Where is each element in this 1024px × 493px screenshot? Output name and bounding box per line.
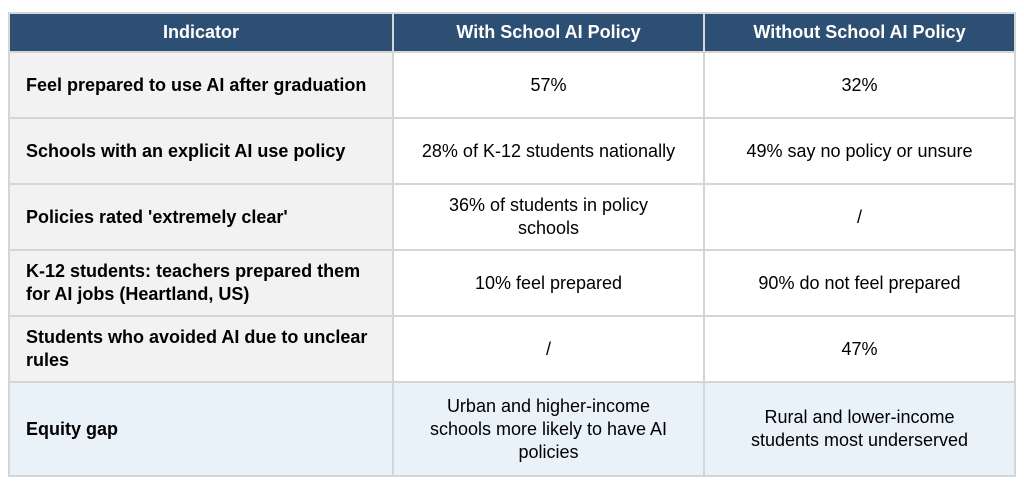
ai-policy-comparison-table: Indicator With School AI Policy Without … (8, 12, 1016, 477)
table-row: K-12 students: teachers prepared them fo… (10, 251, 1014, 315)
with-policy-cell: 10% feel prepared (394, 251, 703, 315)
indicator-cell: K-12 students: teachers prepared them fo… (10, 251, 392, 315)
with-policy-cell: Urban and higher-income schools more lik… (394, 383, 703, 475)
header-row: Indicator With School AI Policy Without … (10, 14, 1014, 51)
indicator-cell: Schools with an explicit AI use policy (10, 119, 392, 183)
without-policy-cell: Rural and lower-income students most und… (705, 383, 1014, 475)
indicator-cell: Policies rated 'extremely clear' (10, 185, 392, 249)
table-row: Schools with an explicit AI use policy 2… (10, 119, 1014, 183)
indicator-cell: Students who avoided AI due to unclear r… (10, 317, 392, 381)
table-row: Students who avoided AI due to unclear r… (10, 317, 1014, 381)
table-row: Feel prepared to use AI after graduation… (10, 53, 1014, 117)
stats-table: Indicator With School AI Policy Without … (8, 12, 1016, 477)
with-policy-cell: 36% of students in policy schools (394, 185, 703, 249)
without-policy-cell: 90% do not feel prepared (705, 251, 1014, 315)
with-policy-cell: / (394, 317, 703, 381)
column-header-without-policy: Without School AI Policy (705, 14, 1014, 51)
indicator-cell: Feel prepared to use AI after graduation (10, 53, 392, 117)
with-policy-cell: 57% (394, 53, 703, 117)
column-header-with-policy: With School AI Policy (394, 14, 703, 51)
without-policy-cell: / (705, 185, 1014, 249)
column-header-indicator: Indicator (10, 14, 392, 51)
indicator-cell: Equity gap (10, 383, 392, 475)
without-policy-cell: 49% say no policy or unsure (705, 119, 1014, 183)
without-policy-cell: 32% (705, 53, 1014, 117)
with-policy-cell: 28% of K-12 students nationally (394, 119, 703, 183)
table-row: Policies rated 'extremely clear' 36% of … (10, 185, 1014, 249)
table-row-equity-gap-highlighted: Equity gap Urban and higher-income schoo… (10, 383, 1014, 475)
without-policy-cell: 47% (705, 317, 1014, 381)
